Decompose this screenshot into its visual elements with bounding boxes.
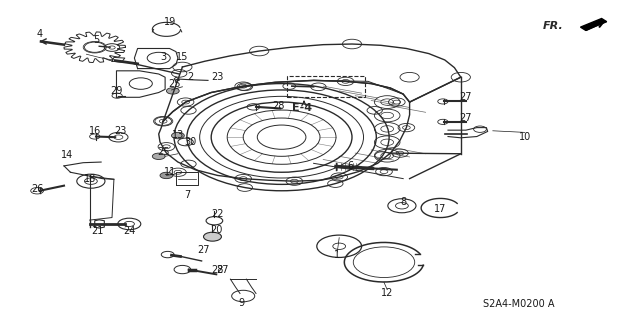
Text: 23: 23 <box>114 126 127 137</box>
Text: 19: 19 <box>163 17 176 27</box>
Text: 24: 24 <box>123 226 136 236</box>
Text: 27: 27 <box>460 113 472 123</box>
Text: 25: 25 <box>157 146 170 157</box>
Circle shape <box>172 132 184 139</box>
Text: 25: 25 <box>168 78 180 89</box>
Text: 15: 15 <box>176 52 189 63</box>
Text: 27: 27 <box>460 92 472 102</box>
Text: 4: 4 <box>36 29 43 39</box>
Text: 17: 17 <box>434 204 447 214</box>
Text: 30: 30 <box>184 137 197 147</box>
Text: 22: 22 <box>211 209 224 219</box>
Text: 28: 28 <box>211 264 224 275</box>
Text: 1: 1 <box>334 250 340 260</box>
Circle shape <box>166 88 179 94</box>
Text: 5: 5 <box>93 35 99 45</box>
Text: 13: 13 <box>172 130 184 140</box>
Text: 26: 26 <box>31 184 44 194</box>
Text: 9: 9 <box>239 298 245 308</box>
Text: 11: 11 <box>163 167 176 177</box>
Text: 23: 23 <box>211 72 224 82</box>
FancyArrowPatch shape <box>586 22 604 30</box>
Text: 27: 27 <box>197 245 210 256</box>
Text: S2A4-M0200 A: S2A4-M0200 A <box>483 299 554 309</box>
Text: 28: 28 <box>272 101 285 111</box>
Text: 2: 2 <box>188 71 194 82</box>
Text: E-4: E-4 <box>292 103 312 114</box>
Text: 21: 21 <box>91 226 104 236</box>
Text: FR.: FR. <box>543 20 563 31</box>
Text: 8: 8 <box>400 197 406 207</box>
Text: 20: 20 <box>210 225 223 235</box>
Circle shape <box>204 232 221 241</box>
Text: 18: 18 <box>83 174 96 184</box>
Text: 7: 7 <box>184 189 190 200</box>
Text: 27: 27 <box>216 264 229 275</box>
Text: 16: 16 <box>88 126 101 136</box>
Text: 14: 14 <box>61 150 74 160</box>
Text: 12: 12 <box>381 288 394 299</box>
Polygon shape <box>580 19 607 30</box>
Text: 3: 3 <box>160 52 166 62</box>
Circle shape <box>160 172 173 179</box>
Text: 6: 6 <box>347 161 353 171</box>
Circle shape <box>152 153 165 160</box>
Text: 29: 29 <box>110 86 123 96</box>
Text: 10: 10 <box>518 131 531 142</box>
